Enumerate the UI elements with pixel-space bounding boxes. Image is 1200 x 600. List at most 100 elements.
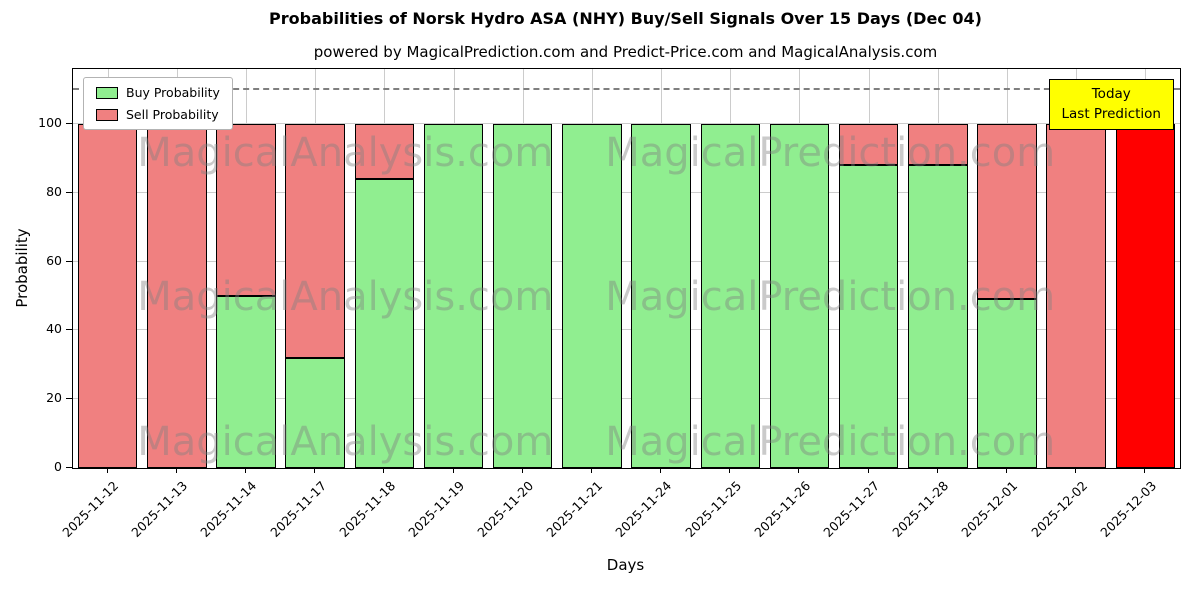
legend-swatch [96,86,118,99]
sell-segment [908,124,968,166]
buy-segment [700,124,761,468]
y-tick-label: 40 [46,321,62,337]
buy-segment [285,357,345,468]
y-axis-label: Probability [13,228,31,308]
bar-slot [834,69,903,468]
legend-item: Buy Probability [96,85,220,100]
legend-label: Buy Probability [126,85,220,100]
bar-2025-11-19 [423,69,484,468]
bar-2025-11-21 [562,69,622,468]
sell-segment [354,124,415,180]
bar-slot [142,69,211,468]
x-tick-label: 2025-11-17 [266,478,329,540]
sell-segment [838,124,899,166]
y-tick-label: 20 [46,390,62,406]
chart-subtitle: powered by MagicalPrediction.com and Pre… [313,43,938,61]
bar-2025-11-26 [769,69,830,468]
x-tick-label: 2025-11-14 [197,478,260,540]
y-tick-label: 100 [38,115,62,131]
sell-segment [977,124,1037,300]
today-annotation-line1: Today [1091,86,1131,102]
buy-segment [769,124,830,468]
bar-slot [419,69,488,468]
gridline-horizontal [73,191,1180,193]
x-axis-label: Days [606,556,645,574]
sell-segment [1115,124,1176,468]
bar-2025-11-13 [147,69,207,468]
bar-2025-11-27 [838,69,899,468]
bar-slot [211,69,280,468]
bar-slot [1111,69,1180,468]
threshold-dashed-line [73,87,1180,90]
watermark-text: MagicalPrediction.com [605,129,1056,176]
x-tick-label: 2025-11-18 [335,478,398,540]
bar-2025-11-12 [77,69,138,468]
chart-title: Probabilities of Norsk Hydro ASA (NHY) B… [269,9,982,28]
bar-2025-11-25 [700,69,761,468]
x-tick-label: 2025-11-25 [681,478,744,540]
gridline-horizontal [73,260,1180,262]
x-tick-label: 2025-11-24 [612,478,675,540]
bar-2025-11-18 [354,69,415,468]
x-tick-label: 2025-11-13 [128,478,191,540]
bar-slot [903,69,972,468]
bar-slot [627,69,696,468]
x-tick-label: 2025-12-02 [1027,478,1090,540]
gridline-horizontal [73,123,1180,125]
bar-slot [696,69,765,468]
bar-2025-12-03 [1115,69,1176,468]
bar-2025-12-02 [1046,69,1106,468]
buy-segment [492,124,553,468]
x-tick-label: 2025-11-19 [405,478,468,540]
buy-segment [977,299,1037,468]
plot-area: MagicalAnalysis.com MagicalPrediction.com… [72,68,1181,469]
bar-2025-11-28 [908,69,968,468]
bar-slot [73,69,142,468]
x-tick-label: 2025-11-12 [59,478,122,540]
x-tick-label: 2025-11-20 [474,478,537,540]
buy-segment [631,124,691,468]
watermark-text: MagicalAnalysis.com [137,419,554,466]
buy-segment [216,296,276,468]
y-tick-label: 0 [54,459,62,474]
legend-label: Sell Probability [126,107,219,122]
bar-2025-12-01 [977,69,1037,468]
legend-item: Sell Probability [96,107,220,122]
watermark-text: MagicalAnalysis.com [137,274,554,321]
sell-segment [216,124,276,297]
buy-segment [908,165,968,468]
bar-slot [972,69,1041,468]
x-tick-label: 2025-11-21 [543,478,606,540]
legend: Buy Probability Sell Probability [83,77,233,130]
x-tick-label: 2025-12-03 [1097,478,1160,540]
watermark-text: MagicalPrediction.com [605,419,1056,466]
bar-slot [488,69,557,468]
today-annotation-line2: Last Prediction [1061,106,1161,123]
gridline-horizontal [73,398,1180,400]
y-tick-label: 60 [46,252,62,268]
bar-2025-11-20 [492,69,553,468]
buy-segment [562,124,622,468]
legend-swatch [96,108,118,121]
sell-segment [285,124,345,358]
buy-segment [423,124,484,468]
buy-segment [838,165,899,468]
x-tick-label: 2025-11-28 [889,478,952,540]
x-tick-label: 2025-11-26 [751,478,814,540]
x-tick-label: 2025-12-01 [958,478,1021,540]
bar-2025-11-24 [631,69,691,468]
watermark-layer: MagicalAnalysis.com MagicalPrediction.com… [73,69,1180,468]
bar-slot [765,69,834,468]
bar-2025-11-17 [285,69,345,468]
gridline-horizontal [73,329,1180,331]
bar-slot [1042,69,1111,468]
watermark-text: MagicalPrediction.com [605,274,1056,321]
y-tick-label: 80 [46,183,62,199]
sell-segment [1046,124,1106,468]
bar-slot [350,69,419,468]
bar-slot [281,69,350,468]
x-tick-label: 2025-11-27 [820,478,883,540]
buy-segment [354,179,415,468]
today-annotation: Today Last Prediction [1048,79,1174,130]
